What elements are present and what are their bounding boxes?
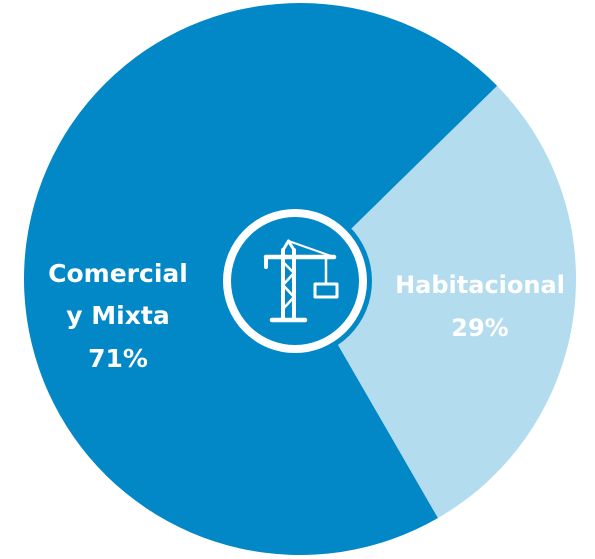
slice-value-comercial: 71%	[88, 344, 148, 373]
center-circle-ring	[223, 209, 367, 353]
slice-label-comercial-line2: y Mixta	[66, 301, 169, 330]
slice-value-habitacional: 29%	[451, 314, 508, 342]
slice-label-comercial-line1: Comercial	[48, 259, 188, 288]
pie-slice-habitacional	[300, 85, 576, 519]
slice-label-habitacional: Habitacional	[395, 271, 565, 299]
crane-icon	[263, 239, 339, 323]
center-badge	[218, 204, 372, 358]
